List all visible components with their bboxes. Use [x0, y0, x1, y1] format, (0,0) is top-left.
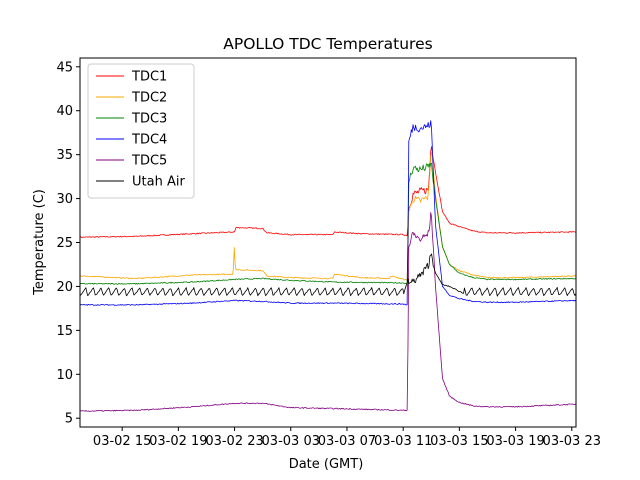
- chart-title: APOLLO TDC Temperatures: [223, 35, 432, 53]
- plot-area: [80, 120, 576, 412]
- y-tick-label: 20: [56, 280, 73, 295]
- legend-label: TDC3: [131, 112, 167, 127]
- series-line-tdc4: [80, 120, 576, 306]
- y-tick-label: 45: [56, 60, 73, 75]
- legend-label: TDC4: [131, 133, 167, 148]
- series-line-utah-air: [80, 253, 576, 297]
- x-tick-label: 03-02 23: [205, 434, 263, 449]
- y-tick-label: 35: [56, 148, 73, 163]
- x-tick-label: 03-02 15: [93, 434, 151, 449]
- y-tick-label: 15: [56, 324, 73, 339]
- series-line-tdc1: [80, 146, 576, 239]
- legend-box: [87, 63, 195, 199]
- y-tick-label: 5: [65, 412, 73, 427]
- legend: TDC1 TDC2 TDC3 TDC4 TDC5 Utah Air: [87, 63, 195, 199]
- series-line-tdc2: [80, 151, 576, 281]
- y-tick-label: 25: [56, 236, 73, 251]
- x-tick-label: 03-03 19: [486, 434, 544, 449]
- x-tick-label: 03-03 23: [543, 434, 601, 449]
- legend-label: TDC5: [131, 154, 167, 169]
- x-tick-label: 03-03 11: [374, 434, 432, 449]
- legend-label: TDC2: [131, 91, 167, 106]
- y-tick-label: 40: [56, 104, 73, 119]
- y-axis-label: Temperature (C): [32, 189, 47, 296]
- x-tick-label: 03-02 19: [149, 434, 207, 449]
- x-tick-label: 03-03 07: [318, 434, 376, 449]
- legend-label: TDC1: [131, 70, 167, 85]
- x-tick-label: 03-03 15: [430, 434, 488, 449]
- series-line-tdc3: [80, 162, 576, 285]
- legend-label: Utah Air: [132, 175, 185, 190]
- x-axis-label: Date (GMT): [289, 457, 364, 472]
- y-tick-label: 30: [56, 192, 73, 207]
- x-tick-label: 03-03 03: [262, 434, 320, 449]
- series-line-tdc5: [80, 212, 576, 412]
- y-tick-label: 10: [56, 368, 73, 383]
